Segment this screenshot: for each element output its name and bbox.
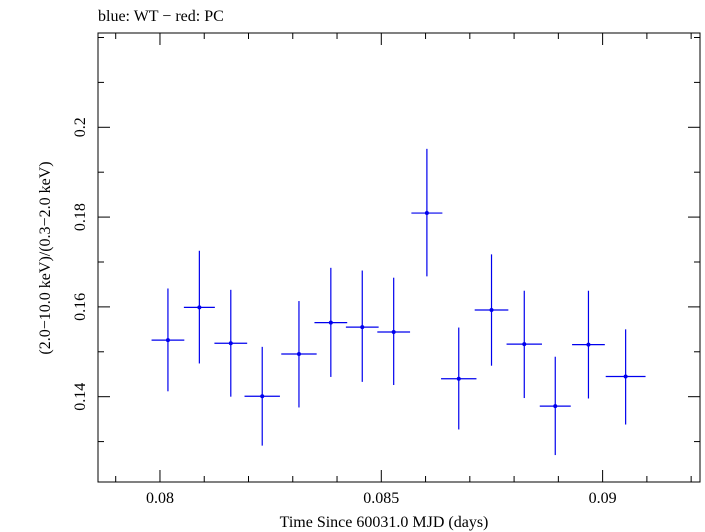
data-point <box>214 289 248 397</box>
point-marker <box>424 211 429 216</box>
x-tick-label: 0.085 <box>363 490 399 507</box>
chart-title: blue: WT − red: PC <box>98 8 224 25</box>
y-axis-ticks: 0.14 0.16 0.18 0.2 <box>72 36 700 443</box>
point-marker <box>360 325 365 330</box>
data-point <box>183 250 215 364</box>
point-marker <box>328 320 333 325</box>
data-point <box>244 346 280 446</box>
data-point <box>345 270 379 382</box>
point-marker <box>489 308 494 313</box>
point-marker <box>391 330 396 335</box>
point-marker <box>296 352 301 357</box>
y-tick-label: 0.18 <box>72 203 89 231</box>
data-series <box>151 148 646 456</box>
point-marker <box>522 342 527 347</box>
point-marker <box>623 374 628 379</box>
data-point <box>572 290 605 399</box>
point-marker <box>165 338 170 343</box>
y-tick-label: 0.16 <box>72 293 89 321</box>
point-marker <box>553 404 558 409</box>
y-tick-label: 0.2 <box>72 117 89 137</box>
point-marker <box>197 305 202 310</box>
x-tick-label: 0.08 <box>146 490 174 507</box>
data-point <box>474 254 509 366</box>
y-axis-label: (2.0−10.0 keV)/(0.3−2.0 keV) <box>37 161 54 354</box>
data-point <box>151 288 185 392</box>
data-point <box>506 290 542 399</box>
plot-frame <box>97 32 701 483</box>
data-point <box>377 277 411 386</box>
data-point <box>411 148 443 277</box>
data-point <box>605 329 646 425</box>
data-point <box>441 327 477 430</box>
point-marker <box>260 394 265 399</box>
data-point <box>539 356 571 456</box>
point-marker <box>456 376 461 381</box>
point-marker <box>586 342 591 347</box>
y-tick-label: 0.14 <box>72 383 89 411</box>
point-marker <box>228 341 233 346</box>
x-tick-label: 0.09 <box>589 490 617 507</box>
data-point <box>281 301 317 408</box>
x-axis-label: Time Since 60031.0 MJD (days) <box>280 514 489 531</box>
data-point <box>314 267 348 377</box>
x-axis-ticks: 0.08 0.085 0.09 <box>115 33 692 507</box>
